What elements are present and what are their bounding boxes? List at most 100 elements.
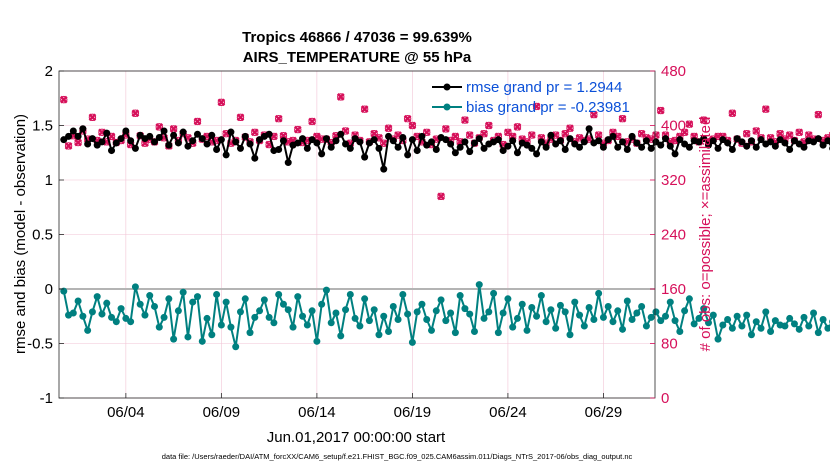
bias-point: [604, 302, 612, 310]
bias-point: [265, 313, 273, 321]
obs-possible-point: [742, 129, 751, 138]
rmse-point: [170, 131, 178, 139]
rmse-point: [279, 137, 287, 145]
rmse-point: [208, 131, 216, 139]
bias-point: [117, 305, 125, 313]
rmse-point: [299, 135, 307, 143]
chart-title-line1: Tropics 46866 / 47036 = 99.639%: [242, 29, 472, 46]
chart-title-line2: AIRS_TEMPERATURE @ 55 hPa: [243, 49, 472, 66]
bias-point: [428, 326, 435, 334]
bias-point: [609, 318, 617, 326]
bias-point: [236, 308, 244, 316]
bias-point: [179, 288, 187, 296]
obs-assimilated-point: [451, 132, 460, 141]
bias-point: [322, 286, 330, 294]
rmse-point: [394, 143, 402, 151]
rmse-point: [413, 147, 421, 155]
bias-point: [423, 316, 431, 324]
bias-point: [681, 307, 689, 315]
bias-point: [700, 305, 708, 313]
bias-point: [685, 295, 693, 303]
obs-assimilated-point: [484, 121, 493, 130]
rmse-point: [556, 137, 564, 145]
rmse-point: [628, 132, 636, 140]
bias-point: [704, 319, 712, 327]
y-right-tick-label: 400: [661, 118, 686, 135]
obs-possible-point: [528, 131, 536, 139]
obs-assimilated-point: [217, 98, 226, 107]
bias-point: [475, 281, 483, 289]
y-right-tick-label: 320: [661, 172, 686, 189]
bias-point: [184, 333, 192, 341]
bias-point: [375, 331, 383, 339]
rmse-point: [470, 139, 478, 147]
rmse-point: [246, 140, 254, 148]
obs-possible-point: [341, 127, 350, 135]
obs-assimilated-point: [532, 102, 541, 111]
bias-point: [408, 338, 416, 346]
bias-point: [623, 297, 631, 305]
bias-point: [337, 332, 345, 340]
rmse-point: [127, 137, 135, 145]
rmse-point: [227, 128, 235, 136]
rmse-point: [217, 136, 225, 144]
bias-point: [131, 283, 139, 291]
bias-point: [404, 310, 412, 318]
bias-point: [313, 337, 321, 345]
bias-point: [571, 298, 579, 306]
rmse-point: [112, 139, 120, 147]
bias-point: [155, 323, 163, 331]
bias-point: [814, 329, 822, 337]
rmse-point: [494, 136, 502, 144]
obs-assimilated-point: [408, 121, 417, 130]
rmse-point: [389, 137, 397, 145]
obs-assimilated-point: [236, 113, 245, 122]
obs-possible-point: [88, 113, 97, 122]
y-left-tick-label: 1.5: [32, 118, 53, 135]
bias-point: [84, 326, 92, 334]
data-file-footer: data file: /Users/raeder/DAI/ATM_forcXX/…: [162, 452, 633, 461]
obs-possible-point: [795, 128, 803, 137]
bias-point: [303, 321, 311, 329]
rmse-point: [767, 138, 775, 146]
rmse-series: [60, 125, 830, 173]
rmse-point: [251, 154, 259, 162]
rmse-point: [370, 136, 378, 144]
bias-point: [270, 319, 278, 327]
rmse-point: [79, 125, 87, 133]
rmse-point: [781, 139, 789, 147]
bias-point: [98, 310, 106, 318]
bias-point: [800, 313, 808, 321]
bias-point: [193, 293, 201, 301]
bias-point: [389, 302, 397, 310]
bias-point: [198, 337, 206, 345]
rmse-point: [566, 135, 574, 143]
bias-point: [60, 287, 68, 295]
legend-bias-label: bias grand pr = -0.23981: [466, 99, 630, 116]
rmse-point: [714, 144, 722, 152]
bias-point: [528, 304, 536, 312]
obs-assimilated-point: [680, 128, 689, 137]
rmse-point: [595, 137, 603, 145]
rmse-point: [499, 147, 507, 155]
bias-point: [208, 331, 216, 339]
rmse-point: [146, 132, 154, 140]
obs-assimilated-point: [795, 128, 804, 137]
bias-point: [490, 289, 498, 297]
rmse-point: [585, 125, 593, 133]
rmse-point: [108, 147, 116, 155]
bias-point: [93, 293, 101, 301]
rmse-point: [380, 165, 388, 173]
axes: -1 -0.5 0 0.5 1 1.5 2 0 80 160 240 320 400 480 06/04 06…: [27, 63, 686, 421]
rmse-point: [69, 127, 77, 135]
bias-point: [580, 322, 588, 330]
rmse-point: [284, 159, 292, 167]
rmse-point: [786, 145, 794, 153]
bias-point: [504, 295, 512, 303]
rmse-point: [633, 139, 641, 147]
bias-point: [466, 310, 474, 318]
bias-point: [351, 314, 359, 322]
obs-possible-point: [657, 106, 665, 115]
bias-point: [480, 314, 488, 322]
bias-point: [709, 311, 717, 319]
